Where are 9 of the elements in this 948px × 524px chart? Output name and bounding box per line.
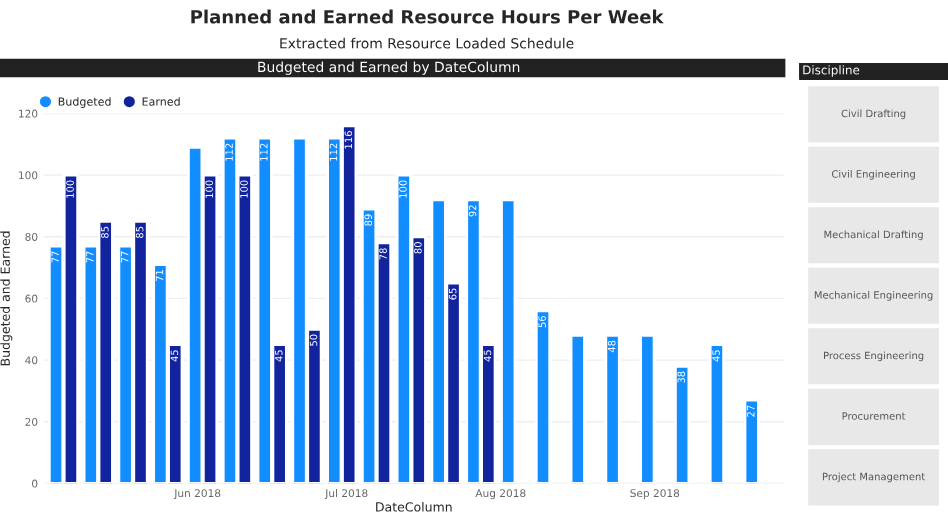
bar — [639, 334, 656, 484]
bar — [604, 334, 621, 484]
bar — [534, 309, 552, 484]
bar — [569, 334, 586, 484]
bar — [500, 198, 517, 484]
chart-title: Planned and Earned Resource Hours Per Week — [191, 9, 664, 24]
bar — [708, 343, 726, 484]
bar — [743, 398, 760, 484]
bar — [674, 364, 691, 484]
